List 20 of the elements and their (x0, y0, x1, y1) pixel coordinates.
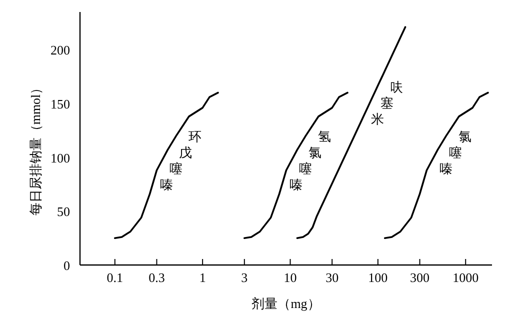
x-tick-label: 1 (199, 270, 206, 285)
x-axis-title: 剂量（mg） (252, 296, 320, 311)
series-label: 氢氯噻嗪 (290, 128, 332, 192)
y-tick-label: 200 (50, 42, 70, 58)
y-tick-label: 100 (50, 150, 70, 166)
x-tick-label: 10 (284, 270, 297, 285)
x-tick-label: 300 (410, 270, 430, 285)
x-tick-label: 3 (241, 270, 248, 285)
series-label: 环戊噻嗪 (160, 128, 202, 192)
y-tick-label: 50 (57, 204, 70, 220)
x-tick-label: 0.3 (148, 270, 165, 285)
x-tick-label: 100 (368, 270, 388, 285)
y-tick-label: 150 (50, 96, 70, 112)
y-tick-label: 0 (64, 258, 70, 273)
series-label: 呋塞米 (370, 80, 403, 127)
series-label: 氯噻嗪 (440, 128, 472, 176)
y-axis-title: 每日尿排钠量（mmol） (28, 81, 43, 216)
x-tick-label: 0.1 (106, 270, 124, 285)
x-tick-label: 30 (326, 270, 339, 285)
x-tick-label: 1000 (452, 270, 479, 285)
